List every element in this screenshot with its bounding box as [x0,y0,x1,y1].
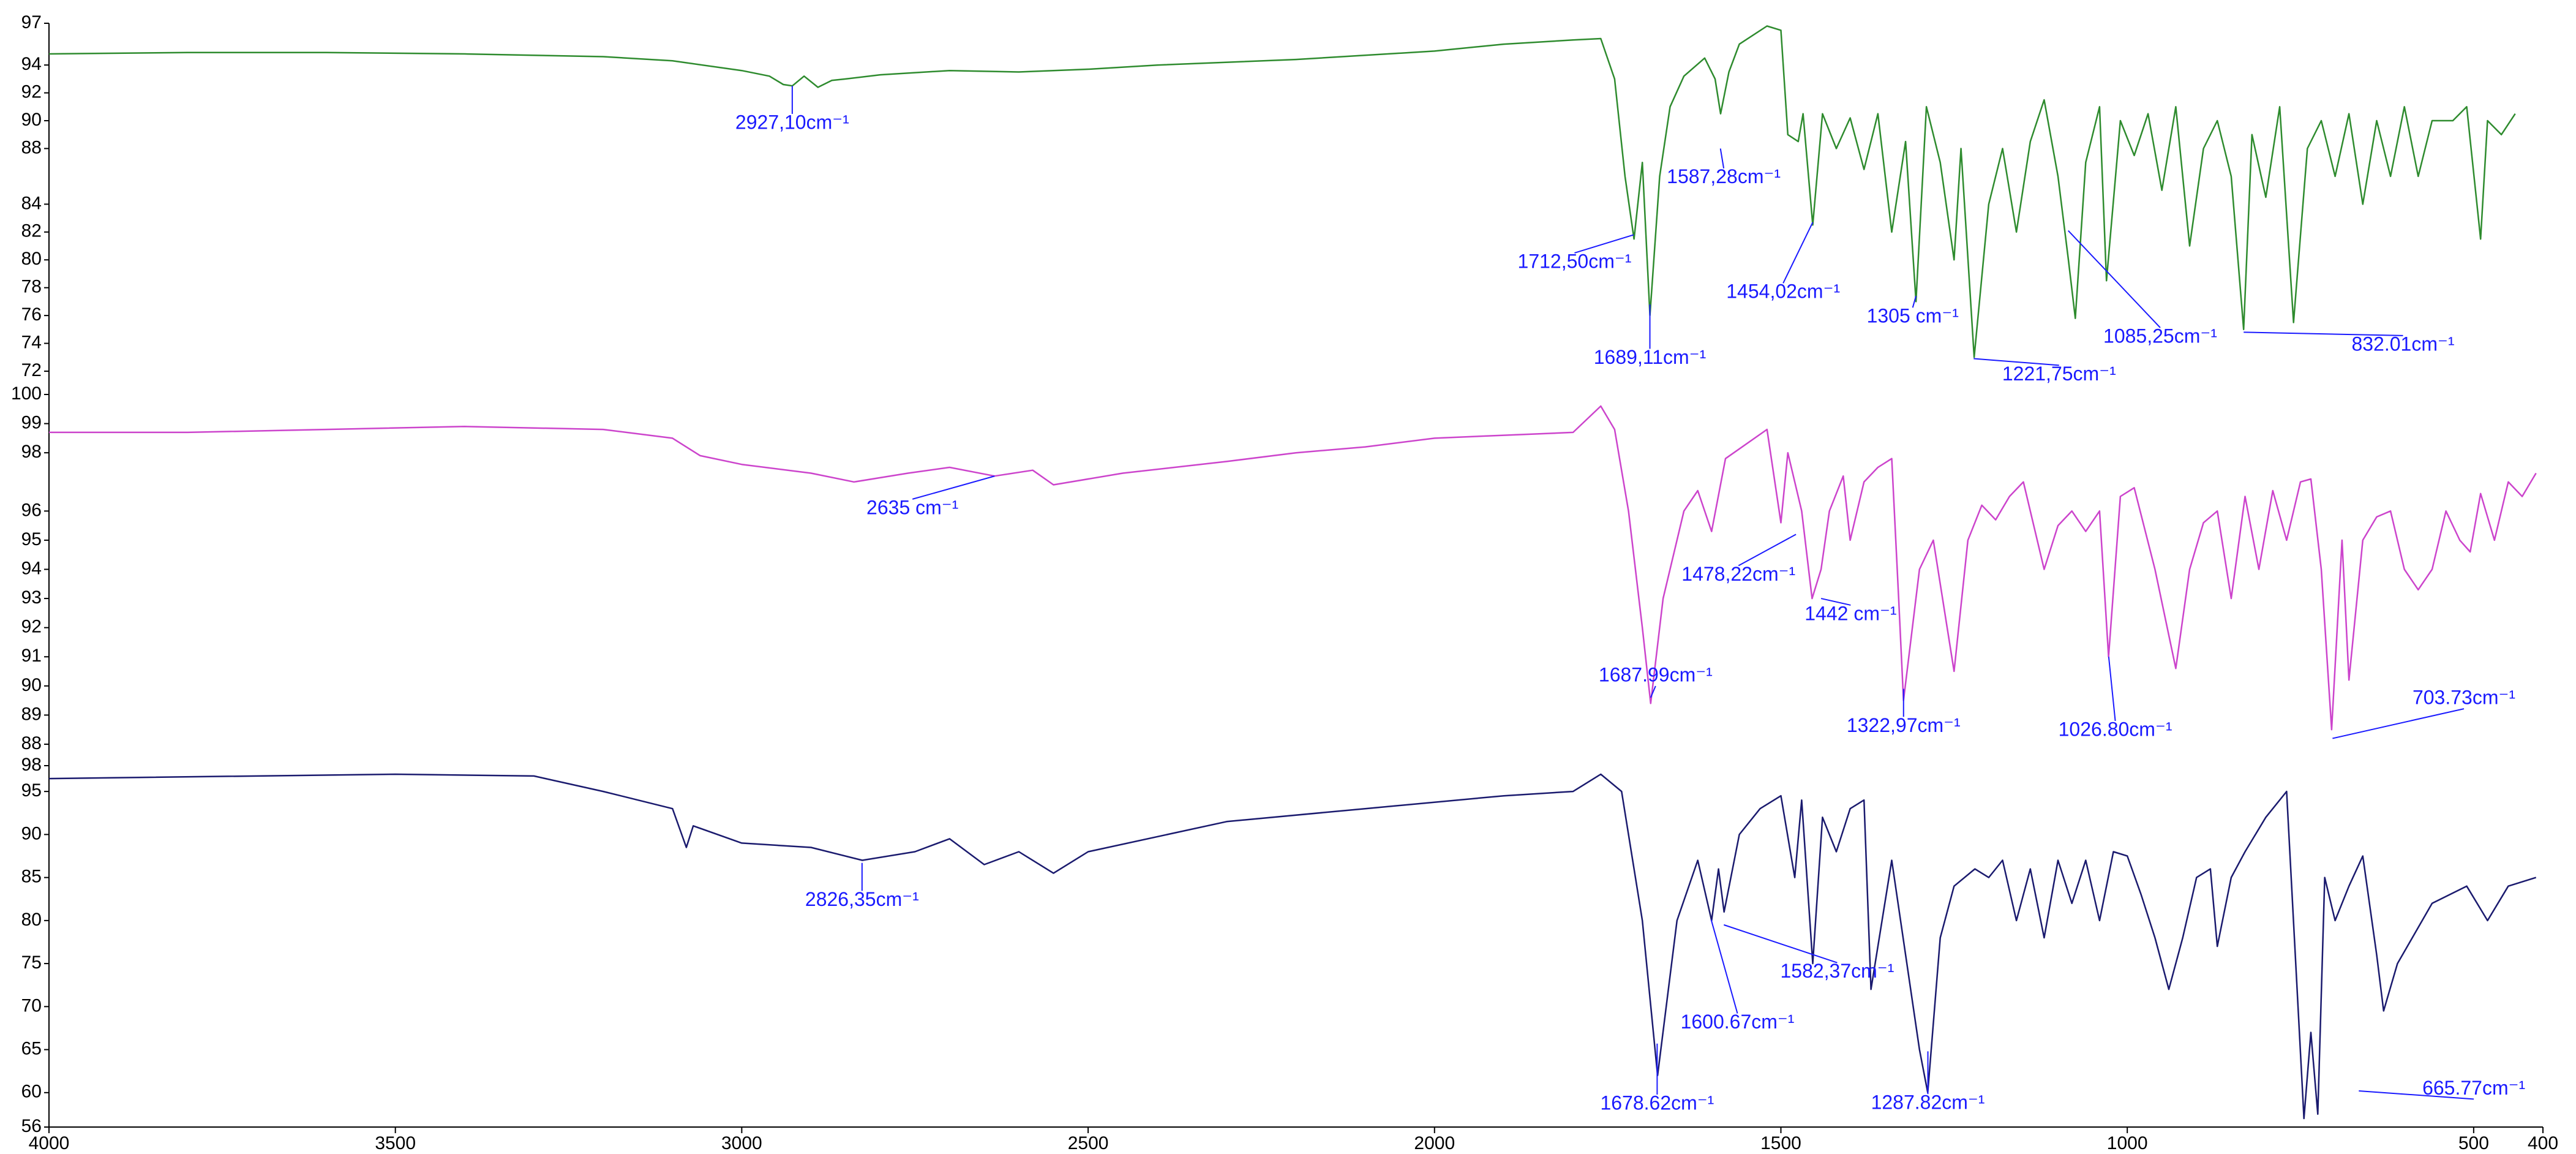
y-tick-label: 96 [21,500,42,520]
annotation-label: 2826,35cm⁻¹ [805,888,919,910]
y-tick-label: 94 [21,558,42,578]
y-tick-label: 74 [21,332,42,352]
y-tick-label: 95 [21,780,42,801]
annotation-leader [1710,919,1738,1014]
y-tick-label: 76 [21,304,42,325]
x-tick-label: 3500 [375,1133,416,1153]
annotation-label: 665.77cm⁻¹ [2422,1077,2525,1099]
annotation-label: 1442 cm⁻¹ [1804,602,1896,624]
y-tick-label: 94 [21,54,42,74]
annotation-leader [2108,657,2116,722]
annotation-label: 1582,37cm⁻¹ [1780,960,1894,982]
y-tick-label: 88 [21,137,42,157]
annotation-leader [2244,331,2403,336]
y-tick-label: 65 [21,1038,42,1058]
y-tick-label: 90 [21,823,42,843]
annotation-leader [2359,1090,2474,1100]
annotation-leader [2067,230,2161,328]
annotation-label: 2635 cm⁻¹ [866,496,958,518]
annotation-label: 832.01cm⁻¹ [2351,333,2454,355]
y-tick-label: 80 [21,249,42,269]
annotation-label: 1587,28cm⁻¹ [1667,165,1781,187]
x-tick-label: 3000 [721,1133,762,1153]
x-tick-label: 400 [2528,1133,2558,1153]
y-tick-label: 90 [21,110,42,130]
x-tick-label: 4000 [29,1133,70,1153]
y-tick-label: 72 [21,360,42,380]
y-tick-label: 99 [21,413,42,433]
y-tick-label: 92 [21,82,42,102]
annotation-leader [2332,708,2465,739]
annotation-label: 1678.62cm⁻¹ [1600,1092,1714,1114]
y-tick-label: 80 [21,910,42,930]
annotation-label: 1305 cm⁻¹ [1867,305,1959,327]
y-tick-label: 75 [21,952,42,973]
y-tick-label: 100 [11,383,42,404]
y-tick-label: 95 [21,529,42,549]
annotation-label: 1085,25cm⁻¹ [2103,325,2217,347]
annotation-label: 1454,02cm⁻¹ [1726,281,1840,303]
annotation-leader [1723,924,1838,964]
annotation-label: 1600.67cm⁻¹ [1681,1011,1795,1033]
y-tick-label: 82 [21,221,42,241]
spectrum-line [48,773,2537,1120]
y-tick-label: 92 [21,617,42,637]
y-tick-label: 88 [21,733,42,753]
y-tick-label: 90 [21,675,42,695]
annotation-label: 703.73cm⁻¹ [2413,687,2515,709]
spectrum-line [48,25,2516,358]
annotation-label: 1689,11cm⁻¹ [1594,346,1707,368]
annotation-leader [1820,598,1851,606]
annotation-leader [1650,685,1656,698]
annotation-label: 1478,22cm⁻¹ [1681,563,1795,585]
x-tick-label: 1000 [2107,1133,2148,1153]
y-tick-label: 56 [21,1116,42,1136]
x-tick-label: 1500 [1760,1133,1801,1153]
y-tick-label: 60 [21,1082,42,1102]
annotation-label: 1712,50cm⁻¹ [1518,250,1632,272]
annotation-label: 1221,75cm⁻¹ [2002,363,2116,385]
y-tick-label: 98 [21,442,42,462]
x-tick-label: 2500 [1068,1133,1109,1153]
y-tick-label: 89 [21,704,42,724]
x-tick-label: 500 [2458,1133,2489,1153]
annotation-leader [1738,534,1797,567]
annotation-leader [1912,296,1917,308]
annotation-label: 1687.99cm⁻¹ [1599,663,1713,685]
y-tick-label: 97 [21,12,42,32]
annotation-label: 1287.82cm⁻¹ [1871,1092,1985,1114]
y-tick-label: 85 [21,867,42,887]
annotation-leader [1719,148,1725,168]
annotation-label: 1322,97cm⁻¹ [1847,714,1961,736]
annotation-leader [1973,358,2059,366]
y-tick-label: 91 [21,646,42,666]
annotation-label: 1026.80cm⁻¹ [2059,718,2172,740]
y-tick-label: 84 [21,193,42,213]
y-tick-label: 78 [21,277,42,297]
x-tick-label: 2000 [1414,1133,1455,1153]
spectrum-line [49,405,2537,731]
annotation-leader [912,475,995,500]
annotation-leader [1782,222,1814,284]
y-tick-label: 93 [21,587,42,608]
y-tick-label: 70 [21,995,42,1016]
annotation-leader [1574,234,1634,254]
y-tick-label: 98 [21,755,42,775]
annotation-label: 2927,10cm⁻¹ [735,111,849,133]
